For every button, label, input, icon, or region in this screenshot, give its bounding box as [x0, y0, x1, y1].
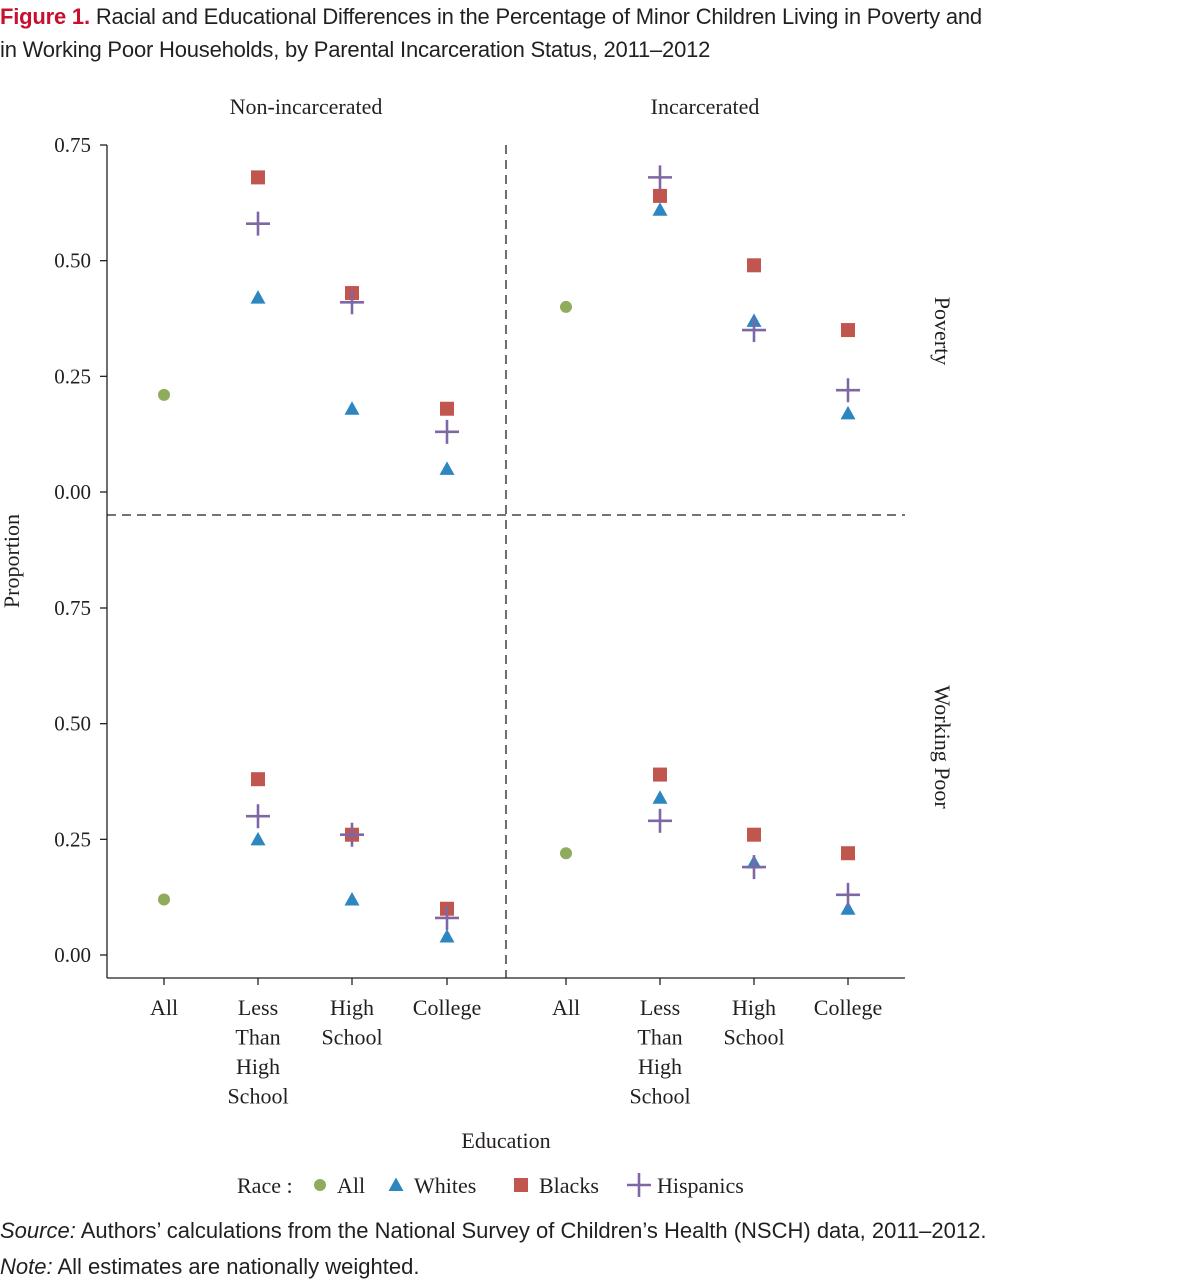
- point-blacks: [251, 170, 265, 185]
- point-all: [560, 847, 572, 860]
- x-tick-label: High: [330, 995, 374, 1020]
- point-whites: [439, 928, 455, 943]
- x-tick-label: Less: [640, 995, 680, 1020]
- y-tick-label: 0.50: [54, 249, 91, 273]
- legend-marker-all: [314, 1179, 326, 1191]
- row-label-poverty: Poverty: [930, 297, 955, 365]
- x-tick-label: All: [150, 995, 178, 1020]
- point-whites: [250, 831, 266, 846]
- point-hispanics: [648, 808, 672, 833]
- point-hispanics: [340, 290, 364, 315]
- y-axis-title: Proportion: [0, 514, 24, 608]
- y-tick-label: 0.75: [54, 133, 91, 157]
- point-blacks: [747, 827, 761, 842]
- legend-label-all: All: [337, 1173, 365, 1198]
- source-text: Authors’ calculations from the National …: [80, 1218, 987, 1243]
- point-all: [158, 388, 170, 401]
- legend-label-blacks: Blacks: [539, 1173, 599, 1198]
- point-hispanics: [836, 882, 860, 907]
- y-tick-label: 0.50: [54, 712, 91, 736]
- y-tick-label: 0.75: [54, 596, 91, 620]
- figure-notes: Source: Authors’ calculations from the N…: [0, 1213, 1177, 1285]
- point-whites: [439, 461, 455, 475]
- point-blacks: [251, 772, 265, 787]
- point-hispanics: [648, 165, 672, 190]
- faceted-scatter-chart: 0.00 0.25 0.50 0.75 0.00 0.25 0.50 0.75 All Less T…: [0, 94, 955, 1198]
- x-tick-label: High: [236, 1054, 280, 1079]
- figure-title-line1: Racial and Educational Differences in th…: [95, 4, 982, 29]
- figure-label: Figure 1.: [0, 4, 90, 29]
- legend-label-whites: Whites: [414, 1173, 476, 1198]
- y-tick-label: 0.00: [54, 943, 91, 967]
- row-label-working-poor: Working Poor: [930, 685, 955, 809]
- x-tick-label: Than: [235, 1025, 280, 1050]
- x-axis-title: Education: [461, 1128, 550, 1153]
- point-whites: [840, 901, 856, 915]
- point-whites: [652, 202, 668, 216]
- point-blacks: [653, 188, 667, 203]
- note-label: Note:: [0, 1254, 53, 1279]
- point-hispanics: [435, 905, 459, 930]
- x-tick-label: Than: [637, 1025, 682, 1050]
- point-hispanics: [742, 855, 766, 880]
- x-tick-label: College: [413, 995, 481, 1020]
- figure-caption: Figure 1. Racial and Educational Differe…: [0, 0, 1177, 66]
- point-blacks: [440, 401, 454, 416]
- point-hispanics: [246, 804, 270, 829]
- legend-label-hispanics: Hispanics: [657, 1173, 744, 1198]
- point-blacks: [841, 323, 855, 338]
- legend-title: Race :: [237, 1173, 293, 1198]
- y-tick-label: 0.25: [54, 364, 91, 388]
- point-whites: [344, 891, 360, 906]
- x-tick-label: High: [732, 995, 776, 1020]
- x-tick-label: Less: [238, 995, 278, 1020]
- point-hispanics: [340, 822, 364, 847]
- point-blacks: [653, 767, 667, 782]
- column-header-non-incarcerated: Non-incarcerated: [230, 94, 383, 119]
- point-hispanics: [246, 211, 270, 236]
- figure-title-line2: in Working Poor Households, by Parental …: [0, 37, 711, 62]
- point-blacks: [747, 258, 761, 273]
- point-whites: [652, 790, 668, 804]
- x-tick-label: High: [638, 1054, 682, 1079]
- y-tick-label: 0.00: [54, 480, 91, 504]
- point-hispanics: [742, 318, 766, 343]
- point-all: [158, 893, 170, 906]
- point-whites: [250, 290, 266, 304]
- x-tick-label: School: [723, 1025, 784, 1050]
- note-text: All estimates are nationally weighted.: [57, 1254, 420, 1279]
- point-hispanics: [836, 378, 860, 403]
- x-tick-label: School: [629, 1084, 690, 1109]
- column-header-incarcerated: Incarcerated: [651, 94, 760, 119]
- x-tick-label: School: [227, 1084, 288, 1109]
- x-tick-label: College: [814, 995, 882, 1020]
- source-label: Source:: [0, 1218, 76, 1243]
- legend-marker-blacks: [514, 1178, 528, 1192]
- point-all: [560, 300, 572, 313]
- point-whites: [840, 405, 856, 420]
- legend-marker-whites: [388, 1177, 404, 1191]
- y-tick-label: 0.25: [54, 827, 91, 851]
- point-whites: [344, 401, 360, 415]
- x-tick-label: All: [552, 995, 580, 1020]
- point-blacks: [841, 846, 855, 861]
- x-tick-label: School: [321, 1025, 382, 1050]
- point-hispanics: [435, 419, 459, 444]
- legend-marker-hispanics: [627, 1173, 651, 1197]
